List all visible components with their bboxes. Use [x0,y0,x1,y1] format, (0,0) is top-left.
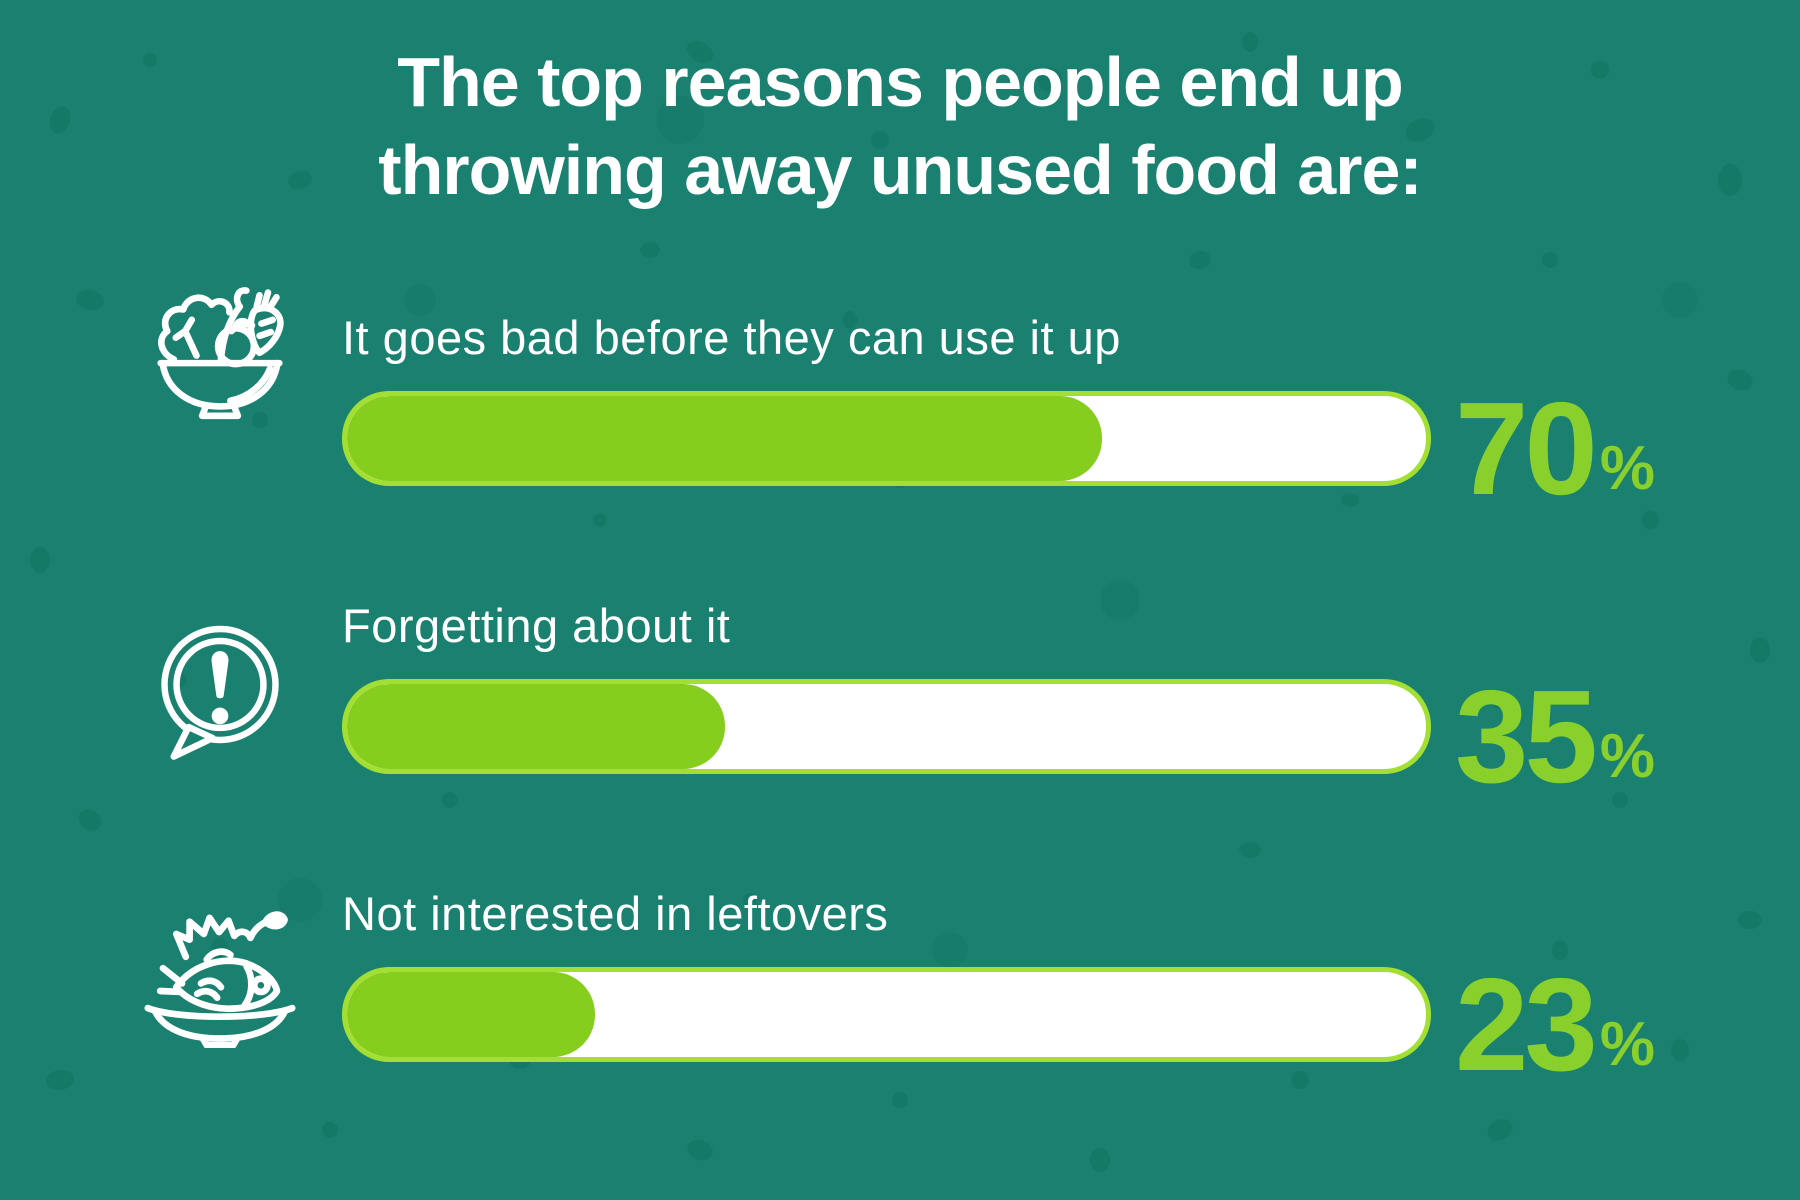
progress-fill [347,684,725,770]
reason-row-leftovers: Not interested in leftovers 23 % [98,886,1740,1091]
page-title: The top reasons people end up throwing a… [0,38,1800,214]
percent-number: 23 [1455,951,1598,1099]
reason-bar-line: 35 % [342,670,1740,803]
page-title-line-2: throwing away unused food are: [378,131,1422,210]
reason-bar-line: 23 % [342,959,1740,1091]
percent-value: 70 % [1455,374,1655,522]
progress-track [342,391,1431,486]
percent-sign: % [1599,722,1655,792]
percent-sign: % [1599,434,1655,504]
reason-content: Not interested in leftovers 23 % [342,886,1740,1091]
reason-content: Forgetting about it 35 % [342,598,1740,803]
progress-track [342,679,1431,775]
reason-label: Not interested in leftovers [342,887,889,941]
reason-row-goes-bad: It goes bad before they can use it up 70… [98,278,1740,514]
percent-number: 70 [1455,374,1598,522]
reason-bar-line: 70 % [342,382,1740,514]
reason-content: It goes bad before they can use it up 70… [342,310,1740,514]
reason-label: Forgetting about it [342,599,731,652]
progress-track [342,967,1431,1063]
reason-rows: It goes bad before they can use it up 70… [98,278,1740,1091]
progress-fill [347,396,1103,481]
salad-bowl-icon [98,278,342,486]
progress-fill [347,972,596,1058]
alert-speech-bubble-icon [98,610,342,774]
reason-row-forgetting: Forgetting about it 35 % [98,598,1740,803]
percent-sign: % [1599,1010,1655,1080]
percent-number: 35 [1455,663,1598,810]
reason-label: It goes bad before they can use it up [342,310,1121,364]
fish-plate-icon [98,896,342,1062]
page-title-line-1: The top reasons people end up [397,43,1404,121]
percent-value: 35 % [1455,663,1655,810]
percent-value: 23 % [1455,951,1655,1099]
